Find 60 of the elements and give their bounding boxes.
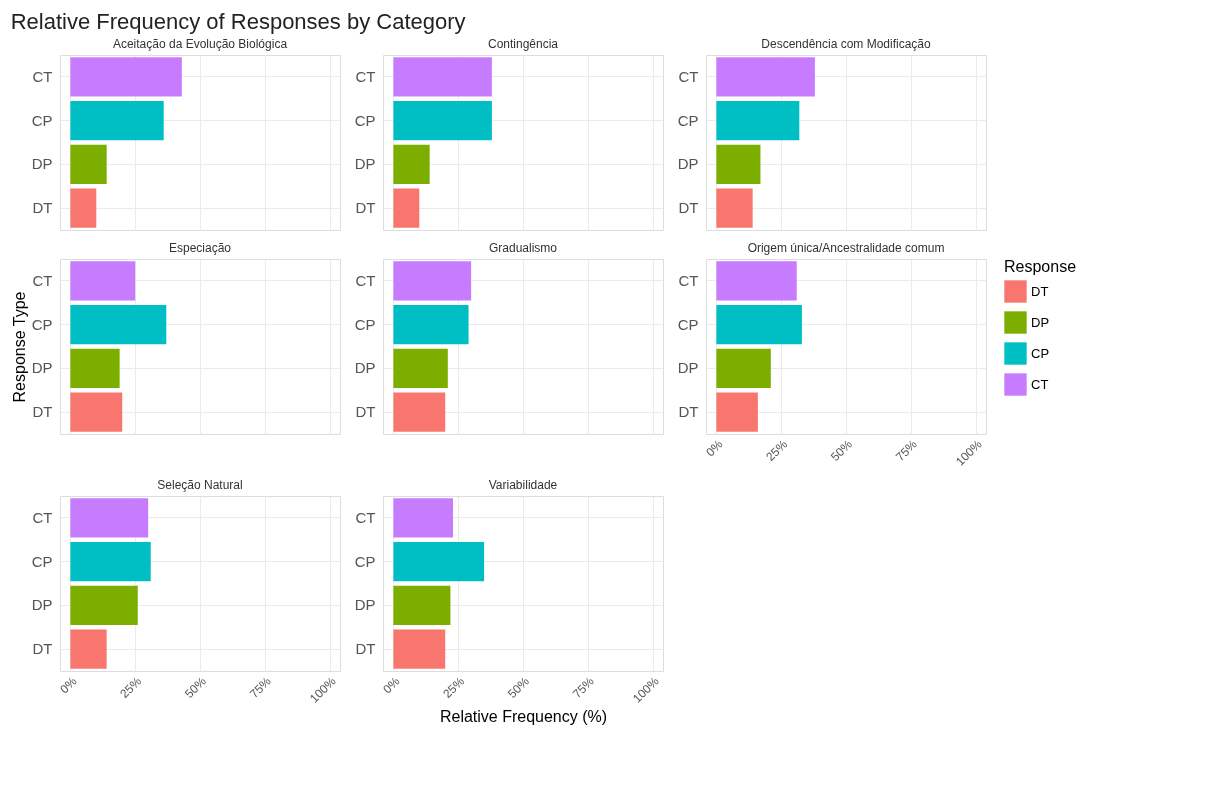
y-tick-label: DP xyxy=(677,359,699,377)
y-tick-label: CP xyxy=(677,315,699,333)
y-tick-label: DP xyxy=(354,596,376,614)
x-tick-label: 75% xyxy=(892,436,921,464)
y-tick-label: CP xyxy=(677,111,699,129)
chart-title: Especiação xyxy=(168,241,232,255)
y-tick-label: CT xyxy=(355,508,376,526)
y-tick-label: CP xyxy=(31,552,53,570)
y-tick-label: DT xyxy=(355,403,376,421)
y-tick-label: DP xyxy=(677,155,699,173)
y-tick-label: CP xyxy=(354,552,376,570)
x-tick-label: 50% xyxy=(182,673,210,701)
y-tick-label: CT xyxy=(32,271,53,289)
y-tick-label: DP xyxy=(31,596,53,614)
y-axis-title: Response Type xyxy=(10,291,28,403)
chart-title: Descendência com Modificação xyxy=(761,37,932,51)
chart-title: Origem única/Ancestralidade comum xyxy=(747,241,945,255)
y-tick-label: CT xyxy=(32,67,53,85)
x-tick-label: 0% xyxy=(703,436,726,460)
chart-title: Seleção Natural xyxy=(157,478,243,492)
legend-label: CP xyxy=(1031,345,1050,361)
legend-label: CT xyxy=(1031,376,1049,392)
y-tick-label: CT xyxy=(678,67,699,85)
x-tick-label: 25% xyxy=(763,436,791,464)
x-tick-label: 50% xyxy=(828,436,856,464)
x-tick-label: 0% xyxy=(57,673,80,697)
x-tick-label: 25% xyxy=(117,673,145,701)
y-tick-label: DP xyxy=(31,359,53,377)
y-tick-label: DT xyxy=(32,199,53,217)
y-tick-label: DT xyxy=(678,199,699,217)
x-tick-label: 75% xyxy=(569,673,598,701)
y-tick-label: CP xyxy=(31,111,53,129)
chart-title: Contingência xyxy=(487,37,559,51)
y-tick-label: DP xyxy=(354,359,376,377)
legend-title: Response xyxy=(1004,258,1077,275)
y-tick-label: CP xyxy=(354,111,376,129)
y-tick-label: DT xyxy=(355,199,376,217)
y-tick-label: DT xyxy=(32,640,53,658)
y-tick-label: CT xyxy=(355,271,376,289)
x-axis-title: Relative Frequency (%) xyxy=(439,707,608,725)
y-tick-label: CP xyxy=(354,315,376,333)
y-tick-label: CT xyxy=(32,508,53,526)
text: Relative Frequency of Responses by Category xyxy=(10,8,466,34)
x-tick-label: 25% xyxy=(440,673,468,701)
y-tick-label: DT xyxy=(678,403,699,421)
legend-label: DT xyxy=(1031,283,1049,299)
y-tick-label: DP xyxy=(354,155,376,173)
x-tick-label: 75% xyxy=(246,673,275,701)
y-tick-label: DT xyxy=(355,640,376,658)
chart-title: Gradualismo xyxy=(488,241,558,255)
y-tick-label: DP xyxy=(31,155,53,173)
y-tick-label: CP xyxy=(31,315,53,333)
chart-title: Variabilidade xyxy=(488,478,558,492)
y-tick-label: DT xyxy=(32,403,53,421)
chart-title: Aceitação da Evolução Biológica xyxy=(112,37,288,51)
y-tick-label: CT xyxy=(678,271,699,289)
y-tick-label: CT xyxy=(355,67,376,85)
x-tick-label: 0% xyxy=(380,673,403,697)
x-tick-label: 50% xyxy=(505,673,533,701)
legend-label: DP xyxy=(1031,314,1050,330)
